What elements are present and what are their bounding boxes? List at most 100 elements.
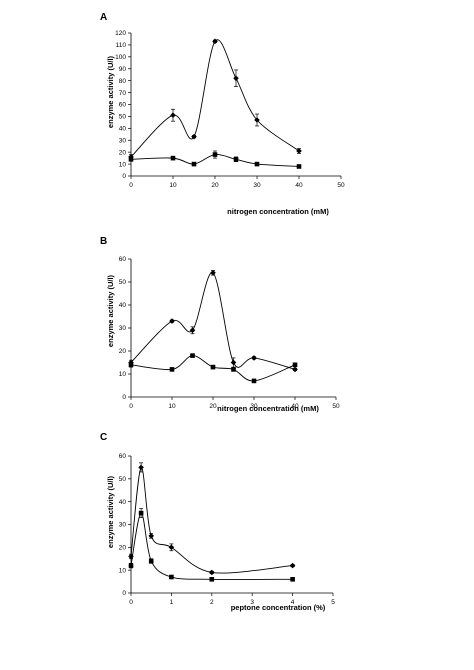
panel-c-x-tick-label-2: 2	[210, 599, 214, 606]
panel-a-series-diamond-point-5	[254, 117, 260, 123]
panel-a-series-diamond-point-1	[170, 112, 176, 119]
panel-b-series-diamond-point-6	[292, 366, 298, 373]
panel-a-series-square-point-4	[233, 157, 239, 162]
panel-b-series-square-point-1	[169, 367, 175, 372]
panel-b-series-diamond-line	[130, 272, 296, 370]
panel-c-x-tick-label-5: 5	[331, 599, 335, 606]
panel-b-series-square-point-4	[231, 367, 236, 372]
panel-a-series-square-point-2	[191, 161, 197, 167]
panel-c-x-tick-label-1: 1	[170, 599, 174, 606]
panel-a-series-diamond-point-6	[296, 148, 302, 154]
panel-b-x-tick-label-1: 10	[168, 403, 176, 410]
panel-c-series-square-point-2	[148, 558, 154, 564]
panel-a-series-square-point-1	[170, 155, 176, 161]
panel-a-y-tick-label-7: 70	[119, 90, 127, 97]
panel-b-x-axis-label: nitrogen concentration (mM)	[217, 404, 319, 413]
panel-a-series-square-point-3	[212, 152, 218, 157]
panel-a-x-axis-label: nitrogen concentration (mM)	[227, 207, 329, 216]
panel-c-series-diamond-point-2	[148, 533, 154, 539]
panel-b-series-diamond-point-4	[230, 359, 237, 366]
panel-a-series-square-point-0	[128, 157, 134, 162]
panel-c-series-diamond-point-4	[209, 569, 215, 576]
panel-a-series-diamond-point-2	[191, 133, 197, 140]
panel-b-x-tick-label-3: 30	[250, 403, 258, 410]
panel-c-series-diamond-line	[130, 466, 293, 574]
panel-a-y-tick-label-8: 80	[119, 78, 127, 85]
panel-b-y-tick-label-4: 40	[119, 302, 127, 309]
panel-b-y-tick-label-2: 20	[119, 348, 127, 355]
panel-b-series-square-point-0	[128, 362, 134, 368]
panel-a-x-tick-label-5: 50	[337, 182, 345, 189]
panel-b-series-diamond-point-1	[169, 318, 175, 324]
panel-c-series-diamond-point-1	[138, 464, 144, 471]
panel-a-y-tick-label-5: 50	[119, 114, 127, 121]
panel-a-series-diamond-point-3	[212, 38, 218, 45]
panel-a-x-tick-label-2: 20	[211, 182, 219, 189]
panel-b-series-square-point-5	[251, 378, 257, 384]
panel-c-y-tick-label-1: 10	[119, 567, 127, 574]
panel-a-y-tick-label-0: 0	[122, 173, 126, 180]
panel-a-letter: A	[100, 12, 107, 23]
panel-b-x-tick-label-5: 50	[332, 403, 340, 410]
panel-c-y-tick-label-0: 0	[122, 590, 126, 597]
panel-a: A enzyme activity (U/l) nitrogen concent…	[100, 12, 345, 216]
panel-c-y-axis-label: enzyme activity (U/l)	[106, 475, 115, 548]
panel-c-y-tick-label-3: 30	[119, 522, 127, 529]
panel-c-series-square-point-4	[209, 577, 215, 582]
panel-c-x-tick-label-0: 0	[129, 599, 133, 606]
panel-b-y-tick-label-3: 30	[119, 325, 127, 332]
panel-c-x-axis-label: peptone concentration (%)	[231, 603, 326, 612]
panel-c-series-diamond-point-3	[168, 544, 175, 551]
panel-c-series-square-point-0	[128, 563, 134, 568]
panel-c-series-square-line	[130, 512, 293, 580]
panel-a-y-tick-label-3: 30	[119, 137, 127, 144]
panel-b-series-diamond-point-3	[210, 270, 216, 276]
panel-a-series-diamond-point-4	[233, 75, 239, 82]
panel-b-series-square-point-3	[210, 364, 216, 370]
panel-a-y-tick-label-9: 90	[119, 66, 127, 73]
panel-b-y-tick-label-6: 60	[119, 256, 127, 263]
panel-a-y-tick-label-12: 120	[115, 30, 126, 37]
panel-c-x-tick-label-3: 3	[250, 599, 254, 606]
panel-b-y-tick-label-0: 0	[122, 394, 126, 401]
panel-c-y-tick-label-5: 50	[119, 476, 127, 483]
panel-b-x-tick-label-2: 20	[209, 403, 217, 410]
panel-a-y-axis-label: enzyme activity (U/l)	[106, 55, 115, 128]
panel-c-letter: C	[100, 432, 107, 443]
panel-b-y-tick-label-5: 50	[119, 279, 127, 286]
panel-b-x-tick-label-0: 0	[129, 403, 133, 410]
panel-a-y-tick-label-4: 40	[119, 126, 127, 133]
panel-b-series-diamond-point-5	[251, 355, 257, 361]
panel-b-series-square-point-2	[190, 353, 195, 358]
panel-b-y-tick-label-1: 10	[119, 371, 127, 378]
panel-c: C enzyme activity (U/l) peptone concentr…	[100, 432, 335, 612]
panel-c-series-diamond-point-5	[289, 562, 296, 569]
panel-c-y-tick-label-6: 60	[119, 453, 127, 460]
panel-b-x-tick-label-4: 40	[291, 403, 299, 410]
panel-a-y-tick-label-2: 20	[119, 149, 127, 156]
panel-a-series-diamond-line	[130, 39, 300, 158]
panel-b: B enzyme activity (U/l) nitrogen concent…	[100, 236, 340, 413]
panel-a-y-tick-label-6: 60	[119, 102, 127, 109]
panel-a-series-square-point-5	[254, 161, 260, 167]
panel-c-series-diamond-point-0	[128, 553, 134, 560]
panel-c-series-square-point-1	[138, 510, 144, 516]
panel-c-x-tick-label-4: 4	[291, 599, 295, 606]
panel-a-y-tick-label-11: 110	[116, 42, 127, 49]
panel-c-y-tick-label-4: 40	[119, 499, 127, 506]
panel-a-x-tick-label-1: 10	[169, 182, 177, 189]
panel-b-letter: B	[100, 236, 107, 247]
panel-a-y-tick-label-1: 10	[119, 161, 127, 168]
panel-a-y-tick-label-10: 100	[115, 54, 126, 61]
panel-c-y-tick-label-2: 20	[119, 545, 127, 552]
panel-a-x-tick-label-4: 40	[295, 182, 303, 189]
panel-a-series-square-point-6	[296, 164, 302, 169]
panel-b-series-square-point-6	[292, 362, 298, 368]
panel-a-x-tick-label-3: 30	[253, 182, 261, 189]
panel-c-series-square-point-3	[169, 574, 174, 580]
panel-a-x-tick-label-0: 0	[129, 182, 133, 189]
panel-b-series-diamond-point-2	[189, 327, 196, 334]
panel-b-y-axis-label: enzyme activity (U/l)	[106, 274, 115, 347]
panel-c-series-square-point-5	[290, 577, 295, 582]
